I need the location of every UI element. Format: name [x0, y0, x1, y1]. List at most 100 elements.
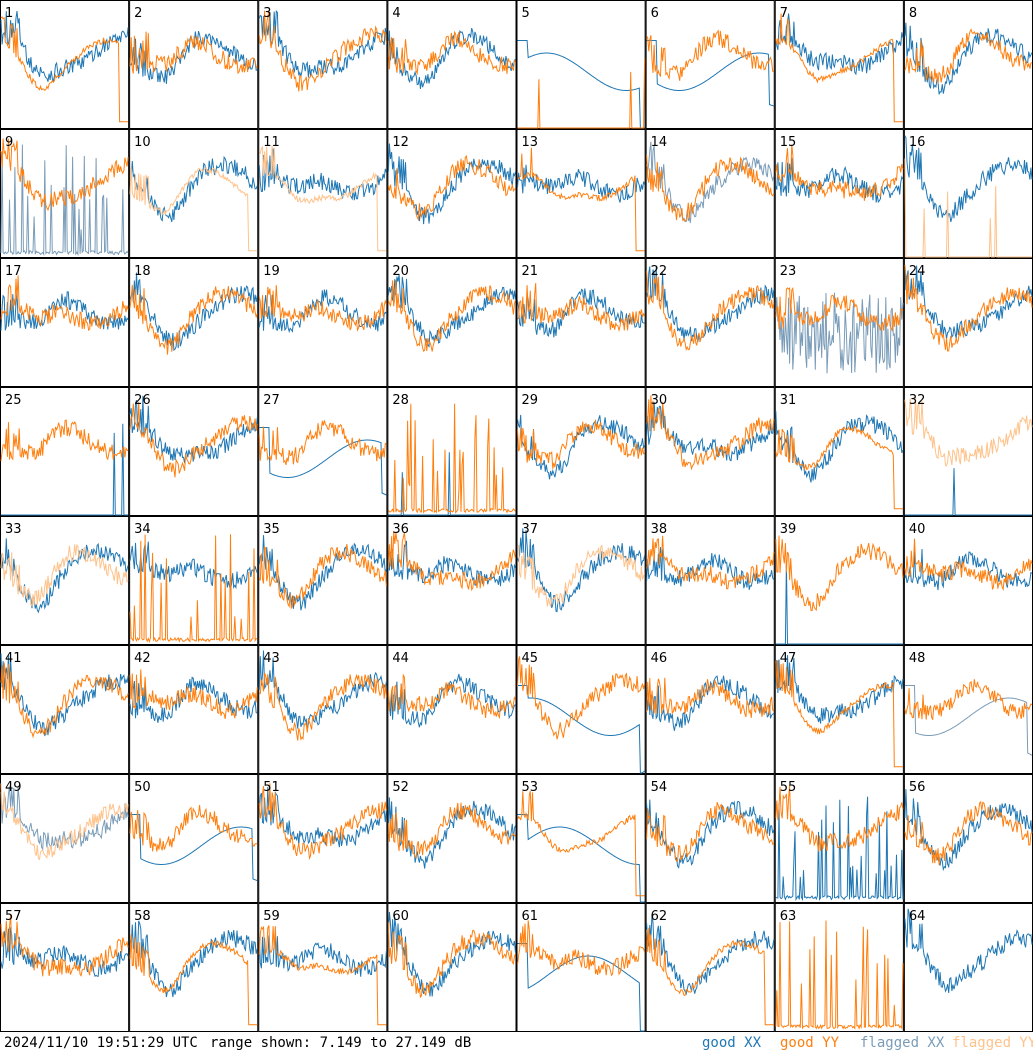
- panel-label: 12: [392, 135, 409, 150]
- legend-good-xx: good XX: [702, 1035, 762, 1051]
- panel-label: 46: [651, 651, 668, 666]
- panel-label: 3: [263, 6, 271, 21]
- series-xx-10: [129, 155, 258, 223]
- panel-14: 14: [645, 129, 775, 258]
- panel-label: 55: [780, 780, 797, 795]
- panel-label: 11: [263, 135, 280, 150]
- series-yy-19: [258, 285, 387, 332]
- legend-good-yy: good YY: [780, 1035, 840, 1051]
- panel-frame: [516, 129, 646, 258]
- series-yy-54: [646, 802, 775, 862]
- panel-label: 50: [134, 780, 151, 795]
- panel-30: 30: [645, 387, 775, 516]
- panel-8: 8: [903, 0, 1033, 129]
- series-yy-21: [517, 283, 646, 333]
- series-xx-56: [904, 789, 1033, 872]
- series-yy-56: [904, 800, 1033, 865]
- panel-label: 1: [5, 6, 13, 21]
- panel-label: 4: [392, 6, 400, 21]
- panel-57: 57: [0, 903, 130, 1032]
- legend-flagged-xx: flagged XX: [860, 1035, 945, 1051]
- panel-label: 13: [522, 135, 539, 150]
- panel-label: 62: [651, 909, 668, 924]
- series-yy-57: [0, 914, 129, 977]
- panel-label: 52: [392, 780, 409, 795]
- series-xx-62: [646, 913, 775, 996]
- panel-17: 17: [0, 258, 130, 387]
- series-xx-9: [0, 144, 129, 257]
- panel-frame: [258, 0, 388, 129]
- series-xx-23: [775, 292, 904, 374]
- series-yy-60: [387, 922, 516, 999]
- panel-9: 9: [0, 129, 130, 258]
- panel-label: 56: [909, 780, 926, 795]
- panel-label: 63: [780, 909, 797, 924]
- panel-40: 40: [903, 516, 1033, 645]
- panel-label: 49: [5, 780, 22, 795]
- series-yy-31: [775, 425, 903, 510]
- panel-label: 42: [134, 651, 151, 666]
- panel-13: 13: [516, 129, 646, 258]
- panel-41: 41: [0, 645, 130, 774]
- series-yy-55: [775, 785, 904, 852]
- panel-22: 22: [645, 258, 775, 387]
- series-yy-27: [258, 420, 387, 466]
- panel-frame: [645, 387, 775, 516]
- series-yy-25: [0, 419, 129, 462]
- panel-label: 48: [909, 651, 926, 666]
- panel-label: 20: [392, 264, 409, 279]
- series-yy-30: [646, 395, 775, 471]
- series-xx-28: [388, 452, 516, 516]
- panel-37: 37: [516, 516, 646, 645]
- panel-26: 26: [129, 387, 259, 516]
- series-xx-12: [387, 143, 516, 225]
- panel-label: 36: [392, 522, 409, 537]
- panel-29: 29: [516, 387, 646, 516]
- series-xx-11: [258, 148, 387, 201]
- panel-28: 28: [387, 387, 517, 516]
- series-yy-8: [904, 28, 1033, 84]
- panel-label: 40: [909, 522, 926, 537]
- series-xx-6: [646, 40, 775, 107]
- series-xx-25: [1, 423, 129, 516]
- panel-label: 29: [522, 393, 539, 408]
- series-yy-2: [129, 31, 258, 75]
- series-xx-53: [517, 814, 645, 903]
- panel-2: 2: [129, 0, 259, 129]
- series-xx-38: [646, 547, 775, 590]
- series-yy-23: [775, 286, 904, 332]
- panel-55: 55: [774, 774, 904, 903]
- panel-19: 19: [258, 258, 388, 387]
- series-xx-49: [0, 786, 129, 851]
- panel-label: 16: [909, 135, 926, 150]
- series-yy-6: [646, 29, 774, 81]
- series-yy-35: [258, 544, 387, 610]
- panel-frame: [516, 774, 646, 903]
- panel-frame: [903, 0, 1033, 129]
- series-xx-14: [646, 141, 775, 223]
- series-xx-45: [517, 685, 645, 774]
- panel-24: 24: [903, 258, 1033, 387]
- panel-32: 32: [903, 387, 1033, 516]
- panel-61: 61: [516, 903, 646, 1032]
- series-yy-12: [387, 155, 516, 222]
- panel-62: 62: [645, 903, 775, 1032]
- panel-31: 31: [774, 387, 904, 516]
- series-xx-5: [517, 40, 645, 129]
- series-xx-50: [130, 814, 258, 882]
- panel-label: 21: [522, 264, 539, 279]
- panel-44: 44: [387, 645, 517, 774]
- panel-3: 3: [258, 0, 388, 129]
- series-xx-29: [517, 414, 646, 480]
- panel-label: 41: [5, 651, 22, 666]
- panel-63: 63: [774, 903, 904, 1032]
- series-yy-53: [517, 790, 645, 897]
- series-xx-39: [775, 561, 903, 645]
- series-yy-10: [129, 166, 258, 252]
- panel-23: 23: [774, 258, 904, 387]
- series-yy-16: [904, 158, 1032, 258]
- panel-35: 35: [258, 516, 388, 645]
- panel-59: 59: [258, 903, 388, 1032]
- series-yy-28: [387, 403, 516, 514]
- series-yy-37: [517, 544, 646, 607]
